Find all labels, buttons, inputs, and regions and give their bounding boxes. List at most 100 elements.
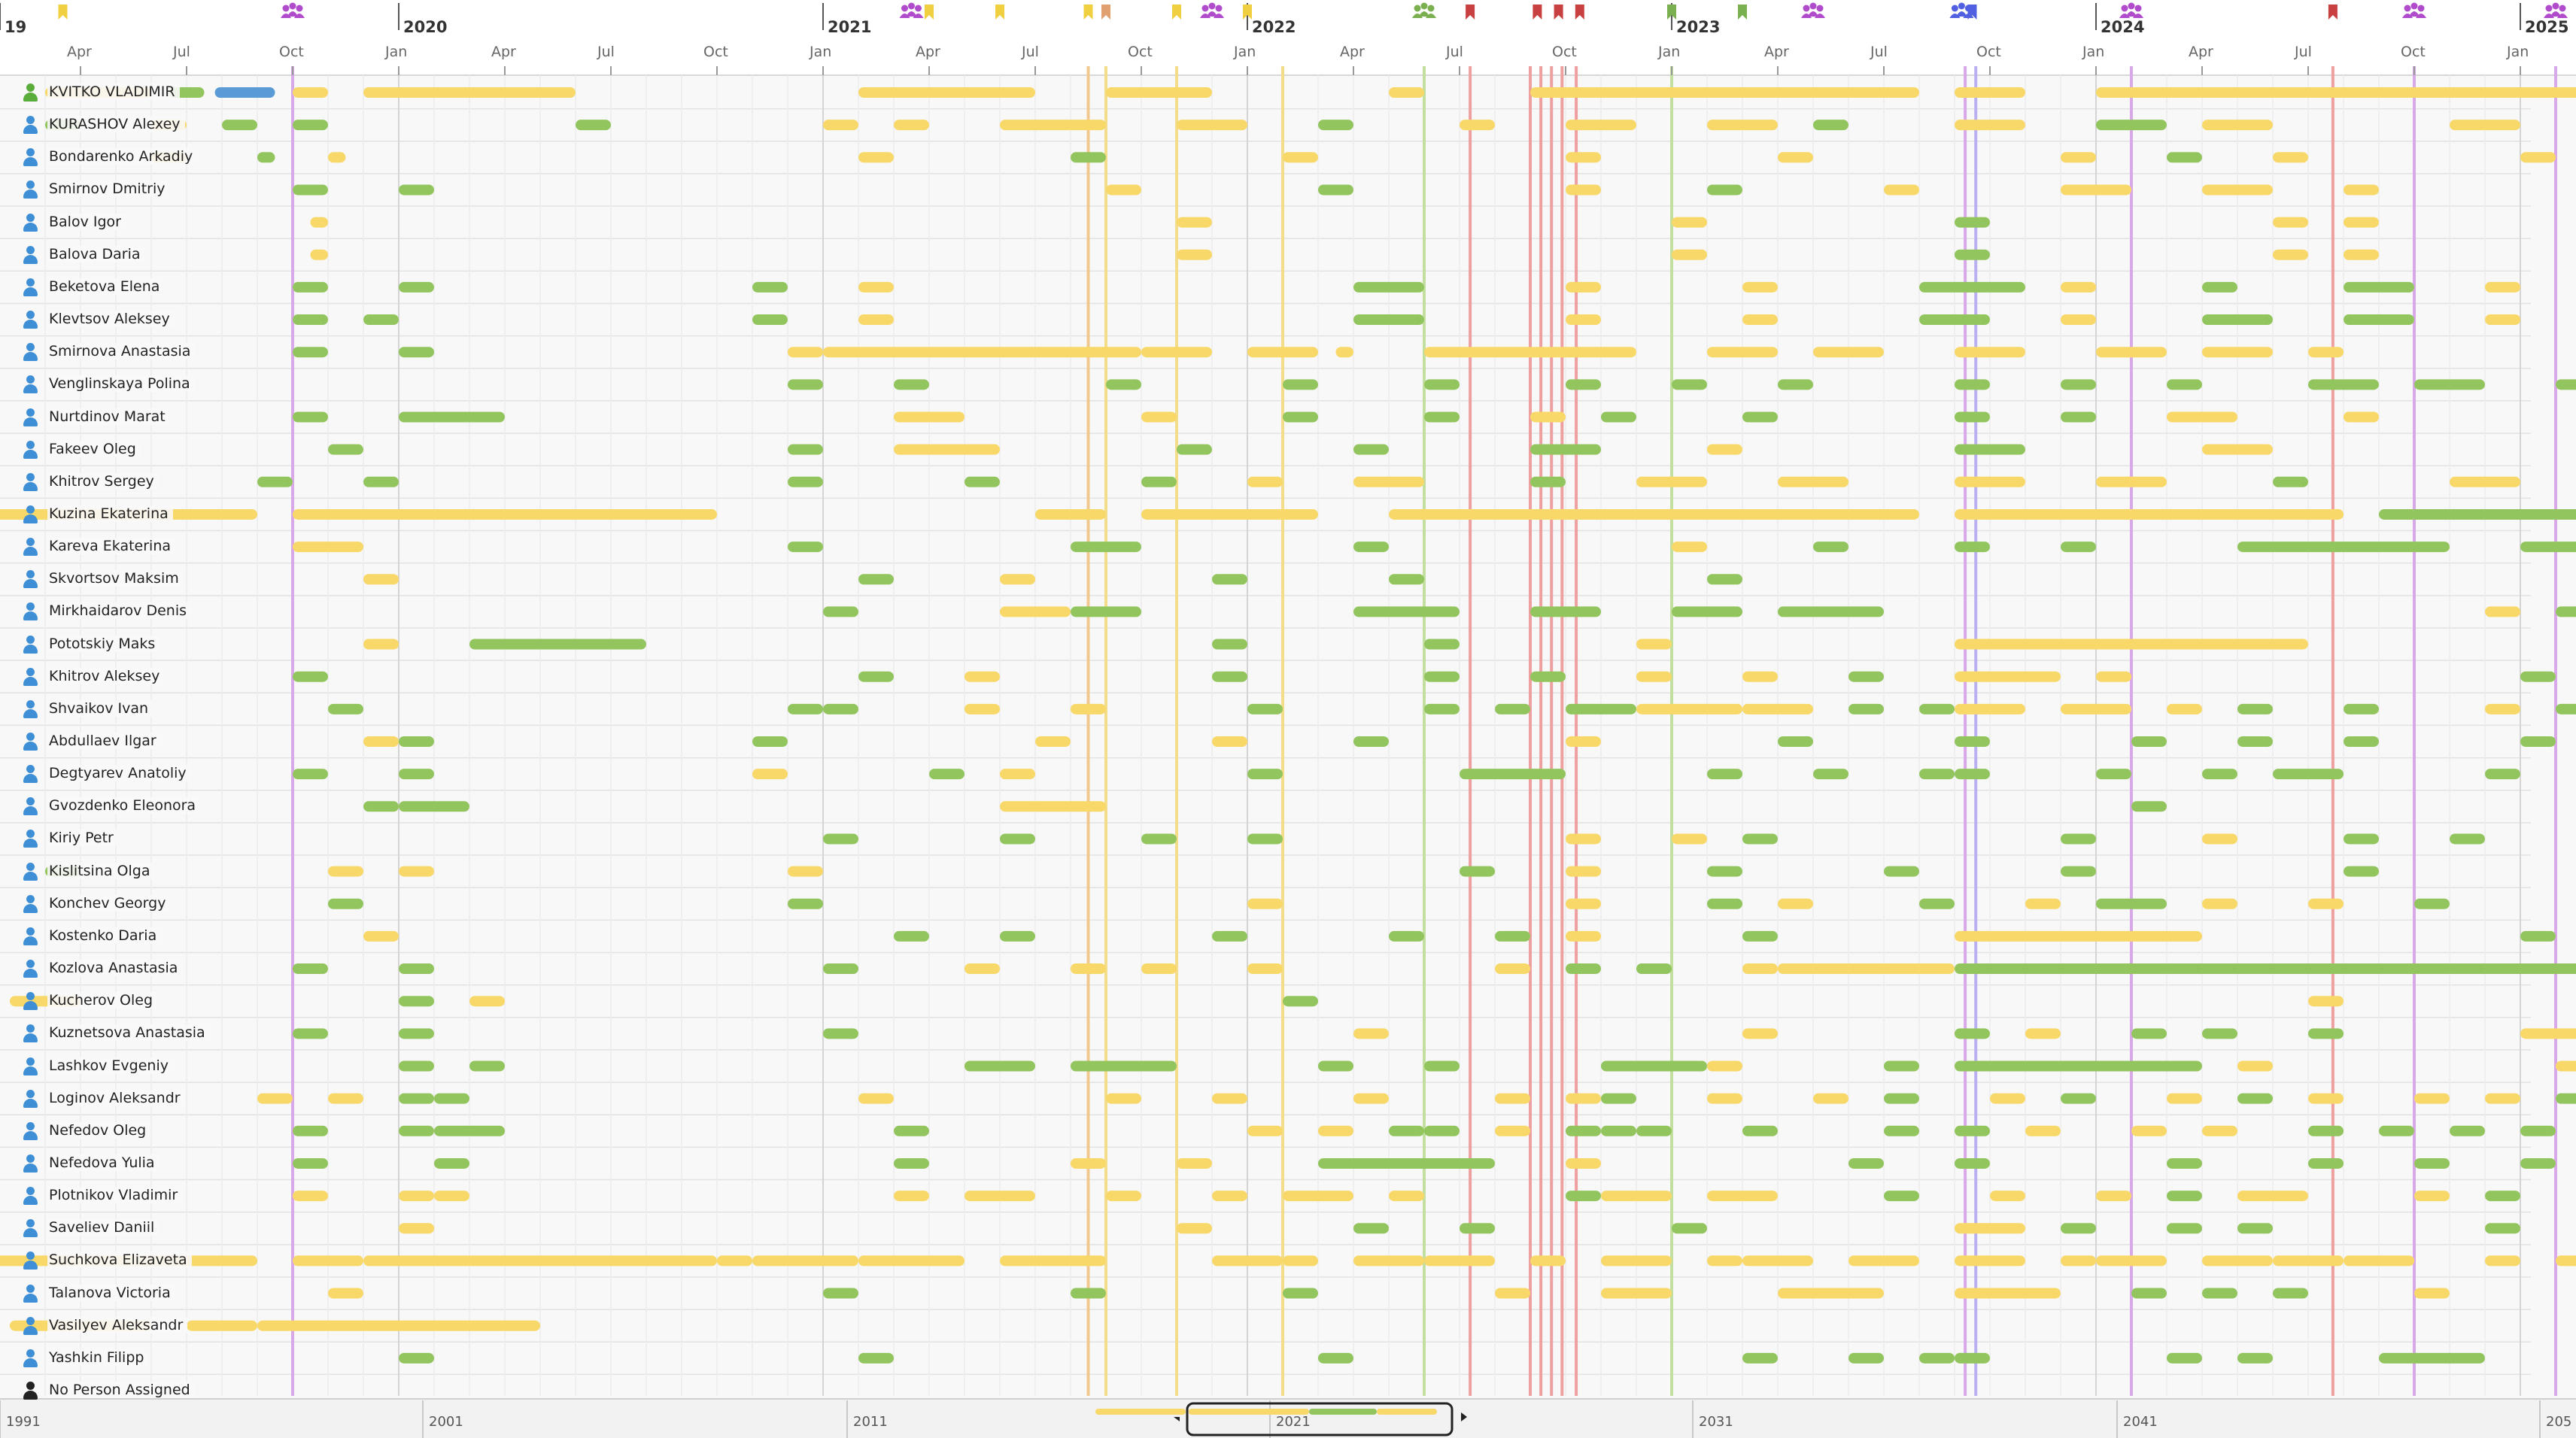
- task-bar[interactable]: [363, 801, 399, 812]
- milestone-flag-icon[interactable]: [1101, 5, 1110, 20]
- task-bar[interactable]: [894, 1125, 929, 1136]
- person-name[interactable]: Kareva Ekaterina: [47, 538, 176, 555]
- task-bar[interactable]: [1424, 379, 1460, 390]
- task-bar[interactable]: [1742, 314, 1778, 326]
- task-bar[interactable]: [1813, 542, 1848, 553]
- task-bar[interactable]: [1106, 1191, 1141, 1202]
- task-bar[interactable]: [576, 120, 611, 131]
- task-bar[interactable]: [894, 444, 1000, 455]
- task-bar[interactable]: [1707, 1255, 1742, 1267]
- task-bar[interactable]: [293, 347, 328, 358]
- task-bar[interactable]: [2131, 736, 2167, 747]
- task-bar[interactable]: [1212, 574, 1247, 585]
- task-bar[interactable]: [1884, 1125, 1919, 1136]
- task-bar[interactable]: [1389, 1125, 1424, 1136]
- task-bar[interactable]: [2344, 1255, 2414, 1267]
- milestone-flag-icon[interactable]: [1575, 5, 1584, 20]
- task-bar[interactable]: [788, 476, 823, 487]
- team-event-icon[interactable]: [2410, 2, 2418, 10]
- task-bar[interactable]: [257, 1320, 540, 1331]
- task-bar[interactable]: [293, 314, 328, 326]
- team-event-icon[interactable]: [296, 5, 303, 12]
- task-bar[interactable]: [1919, 898, 1955, 909]
- task-bar[interactable]: [752, 314, 788, 326]
- task-bar[interactable]: [1672, 542, 1707, 553]
- task-bar[interactable]: [1212, 1093, 1247, 1104]
- person-name[interactable]: Gvozdenko Eleonora: [47, 797, 201, 815]
- task-bar[interactable]: [2273, 152, 2308, 163]
- task-bar[interactable]: [2061, 314, 2096, 326]
- task-bar[interactable]: [2202, 1288, 2237, 1299]
- task-bar[interactable]: [1566, 379, 1601, 390]
- task-bar[interactable]: [2167, 1191, 2202, 1202]
- task-bar[interactable]: [1335, 347, 1354, 358]
- task-bar[interactable]: [1955, 379, 1990, 390]
- task-bar[interactable]: [1955, 1125, 1990, 1136]
- task-bar[interactable]: [2061, 152, 2096, 163]
- task-bar[interactable]: [1955, 639, 2308, 650]
- task-bar[interactable]: [1353, 542, 1389, 553]
- task-bar[interactable]: [1141, 411, 1177, 423]
- task-bar[interactable]: [1460, 866, 1495, 877]
- task-bar[interactable]: [2202, 1255, 2273, 1267]
- task-bar[interactable]: [1778, 606, 1884, 617]
- task-bar[interactable]: [2167, 1352, 2202, 1364]
- task-bar[interactable]: [2379, 1352, 2485, 1364]
- task-bar[interactable]: [1566, 152, 1601, 163]
- task-bar[interactable]: [2167, 703, 2202, 714]
- task-bar[interactable]: [1353, 1093, 1389, 1104]
- task-bar[interactable]: [2308, 898, 2344, 909]
- person-name[interactable]: Vasilyev Aleksandr: [47, 1316, 188, 1333]
- task-bar[interactable]: [2344, 703, 2379, 714]
- task-bar[interactable]: [222, 120, 257, 131]
- range-right-handle-icon[interactable]: [1461, 1412, 1467, 1421]
- task-bar[interactable]: [1530, 444, 1601, 455]
- task-bar[interactable]: [2520, 930, 2556, 942]
- person-name[interactable]: KURASHOV Alexey: [47, 116, 185, 133]
- person-name[interactable]: No Person Assigned: [47, 1382, 195, 1398]
- person-name[interactable]: Saveliev Daniil: [47, 1219, 159, 1236]
- task-bar[interactable]: [2061, 184, 2131, 196]
- task-bar[interactable]: [328, 152, 346, 163]
- task-bar[interactable]: [858, 1255, 964, 1267]
- task-bar[interactable]: [2485, 769, 2520, 780]
- task-bar[interactable]: [1919, 314, 1990, 326]
- task-bar[interactable]: [2167, 379, 2202, 390]
- task-bar[interactable]: [2414, 379, 2485, 390]
- task-bar[interactable]: [1566, 833, 1601, 845]
- task-bar[interactable]: [1884, 866, 1919, 877]
- task-bar[interactable]: [1247, 703, 1283, 714]
- task-bar[interactable]: [894, 120, 929, 131]
- task-bar[interactable]: [788, 347, 823, 358]
- task-bar[interactable]: [1601, 1255, 1672, 1267]
- person-name[interactable]: Kozlova Anastasia: [47, 960, 183, 977]
- task-bar[interactable]: [399, 866, 434, 877]
- task-bar[interactable]: [1778, 736, 1813, 747]
- task-bar[interactable]: [2556, 1060, 2576, 1072]
- task-bar[interactable]: [2096, 1255, 2167, 1267]
- task-bar[interactable]: [1636, 671, 1672, 682]
- task-bar[interactable]: [1955, 444, 2025, 455]
- task-bar[interactable]: [2096, 769, 2131, 780]
- task-bar[interactable]: [1460, 769, 1566, 780]
- task-bar[interactable]: [1955, 930, 2202, 942]
- task-bar[interactable]: [2485, 1255, 2520, 1267]
- task-bar[interactable]: [1318, 120, 1353, 131]
- task-bar[interactable]: [1601, 1288, 1672, 1299]
- task-bar[interactable]: [1636, 639, 1672, 650]
- task-bar[interactable]: [894, 1157, 929, 1169]
- milestone-flag-icon[interactable]: [1083, 5, 1093, 20]
- task-bar[interactable]: [1707, 1060, 1742, 1072]
- task-bar[interactable]: [2167, 152, 2202, 163]
- task-bar[interactable]: [823, 833, 858, 845]
- person-name[interactable]: Kislitsina Olga: [47, 862, 155, 879]
- task-bar[interactable]: [1813, 1093, 1848, 1104]
- task-bar[interactable]: [257, 152, 275, 163]
- task-bar[interactable]: [1742, 963, 1778, 975]
- task-bar[interactable]: [1778, 1288, 1884, 1299]
- task-bar[interactable]: [1424, 639, 1460, 650]
- milestone-flag-icon[interactable]: [58, 5, 68, 20]
- task-bar[interactable]: [2344, 411, 2379, 423]
- task-bar[interactable]: [328, 898, 363, 909]
- milestone-flag-icon[interactable]: [1738, 5, 1747, 20]
